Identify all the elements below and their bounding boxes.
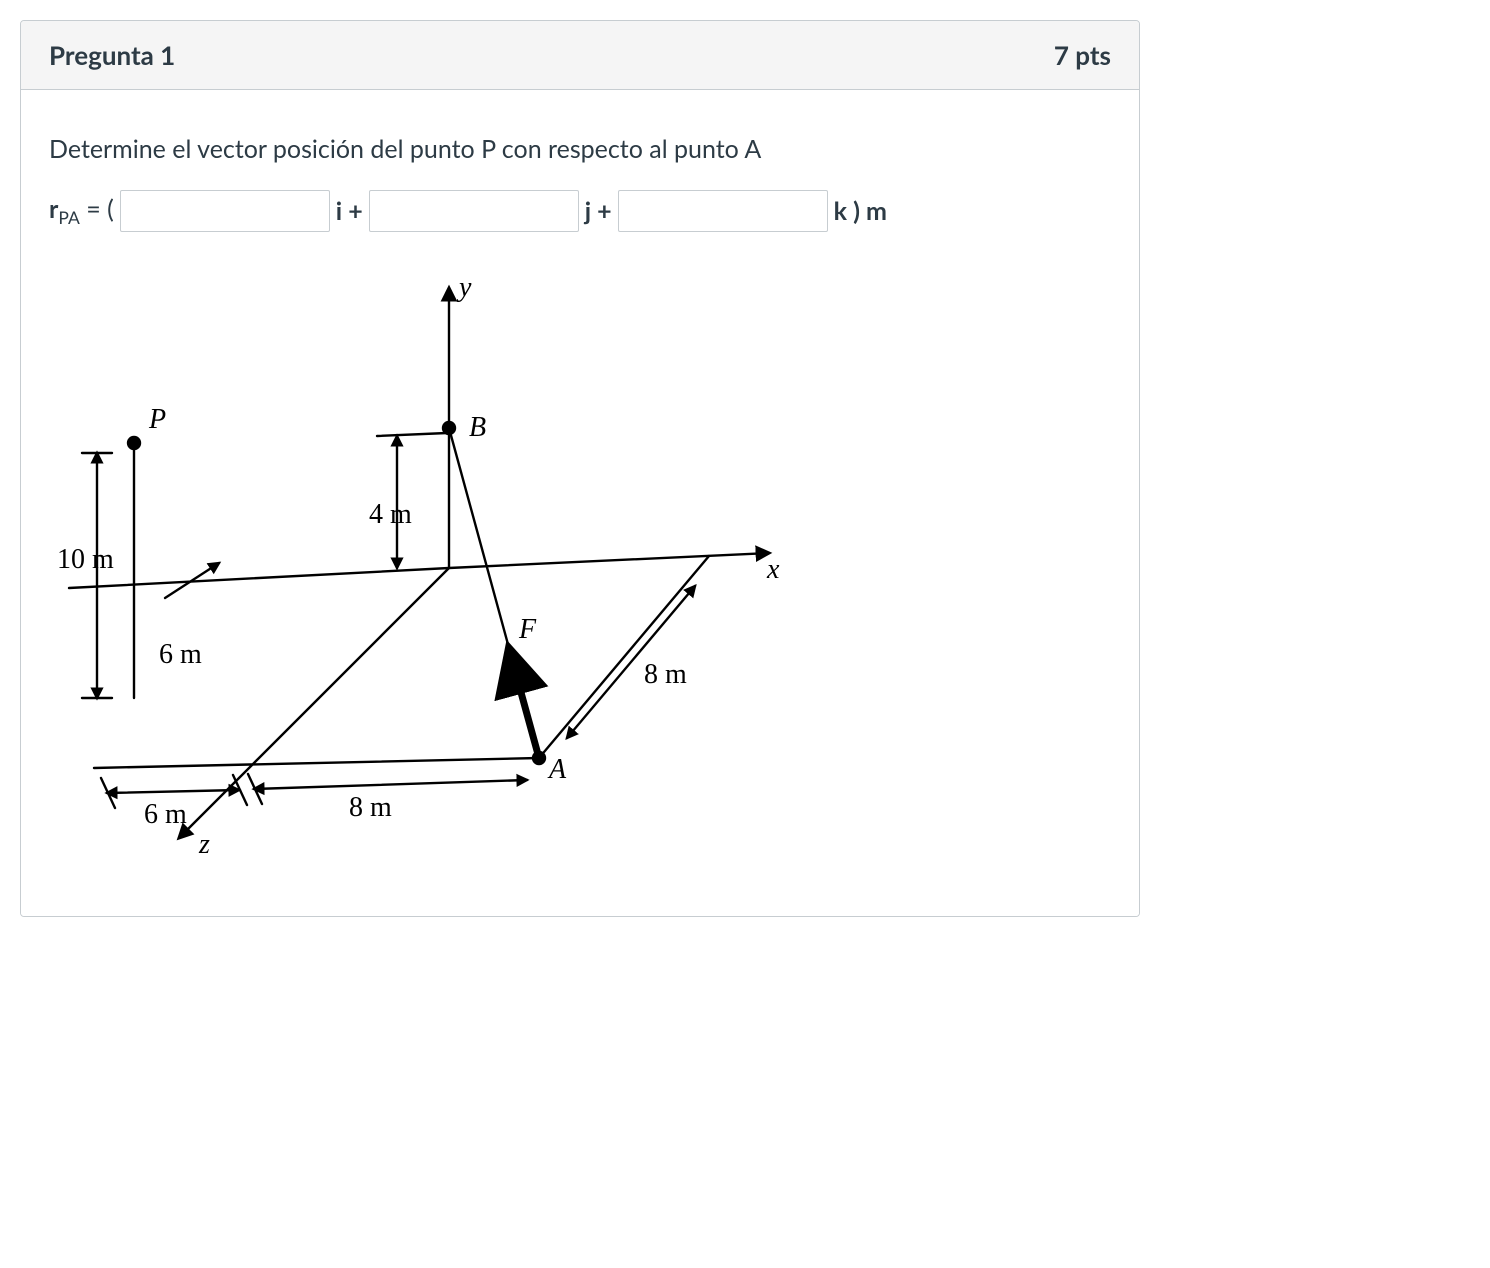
axis-x-label: x — [766, 554, 780, 585]
equation-lhs: rPA = ( — [49, 194, 114, 228]
dim-10m: 10 m — [57, 544, 114, 575]
dim-6m-lower: 6 m — [144, 799, 187, 830]
j-component-input[interactable] — [369, 190, 579, 232]
k-unit-label: k ) m — [834, 196, 887, 226]
diagram-svg: y x z P B A F 10 m 4 m 6 m 6 m 8 m 8 m — [49, 268, 789, 888]
axis-y-label: y — [456, 272, 472, 303]
question-title: Pregunta 1 — [49, 39, 175, 71]
axis-z-label: z — [198, 829, 210, 860]
dim-8m-lower: 8 m — [349, 792, 392, 823]
point-p-label: P — [148, 404, 166, 435]
vector-equation-row: rPA = ( i + j + k ) m — [49, 190, 1111, 232]
question-prompt: Determine el vector posición del punto P… — [49, 134, 1111, 164]
i-unit-label: i + — [336, 196, 363, 226]
force-label: F — [518, 614, 537, 645]
question-card: Pregunta 1 7 pts Determine el vector pos… — [20, 20, 1140, 917]
dim-4m: 4 m — [369, 499, 412, 530]
point-a-label: A — [547, 754, 567, 785]
dim-8m-diag: 8 m — [644, 659, 687, 690]
question-header: Pregunta 1 7 pts — [21, 21, 1139, 90]
k-component-input[interactable] — [618, 190, 828, 232]
question-body: Determine el vector posición del punto P… — [21, 90, 1139, 916]
dim-6m-upper: 6 m — [159, 639, 202, 670]
j-unit-label: j + — [585, 196, 612, 226]
point-b-label: B — [469, 412, 486, 443]
question-points: 7 pts — [1054, 39, 1111, 71]
i-component-input[interactable] — [120, 190, 330, 232]
diagram: y x z P B A F 10 m 4 m 6 m 6 m 8 m 8 m — [49, 268, 789, 888]
